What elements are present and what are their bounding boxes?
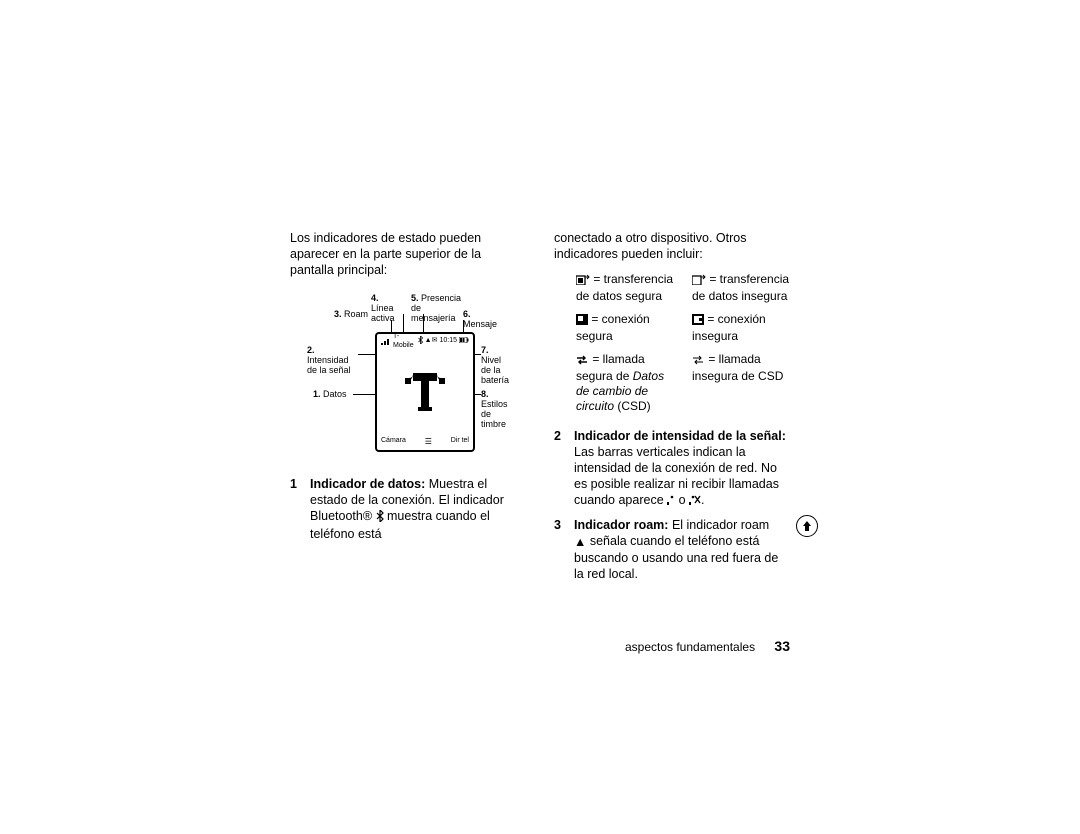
list-item-3: 3 Indicador roam: El indicador roam ▲ se…	[554, 517, 790, 582]
bluetooth-icon	[418, 336, 423, 348]
callout-3: 3. Roam	[334, 310, 368, 320]
softkey-center-icon: ☰	[425, 437, 432, 447]
callout-4: 4. Línea activa	[371, 294, 403, 324]
tmobile-logo-icon	[405, 369, 445, 417]
signal-no-bar-icon	[689, 493, 701, 509]
time-label: 10:15	[439, 337, 457, 346]
callout-5: 5. Presencia de mensajería	[411, 294, 465, 324]
list-item-2: 2 Indicador de intensidad de la señal: L…	[554, 428, 790, 509]
item3-text-b: señala cuando el teléfono está buscando …	[574, 534, 778, 581]
r1c2: = transferencia de datos insegura	[692, 272, 789, 303]
phone-diagram: 3. Roam 4. Línea activa 5. Presencia de …	[313, 292, 503, 460]
roam-triangle-icon: ▲	[574, 534, 586, 550]
feature-circle-icon	[796, 515, 818, 537]
page-footer: aspectos fundamentales 33	[625, 638, 790, 654]
secure-transfer-icon	[576, 274, 590, 289]
item1-title: Indicador de datos:	[310, 477, 425, 491]
right-column: conectado a otro dispositivo. Otros indi…	[554, 230, 790, 582]
r3c2: = llamada insegura de CSD	[692, 352, 783, 383]
item3-text-a: El indicador roam	[668, 518, 769, 532]
r1c1: = transferencia de datos segura	[576, 272, 673, 303]
callout-6: 6. Mensaje	[463, 310, 503, 330]
left-column: Los indicadores de estado pueden aparece…	[290, 230, 526, 582]
secure-connection-icon	[576, 314, 588, 329]
phone-screen: T-Mobile ▲ ✉ 10:15	[375, 332, 475, 452]
indicator-list-right: 2 Indicador de intensidad de la señal: L…	[554, 428, 790, 582]
table-row: = transferencia de datos segura = transf…	[576, 272, 790, 304]
callout-1: 1. Datos	[313, 390, 347, 400]
section-label: aspectos fundamentales	[625, 640, 755, 654]
manual-page: Los indicadores de estado pueden aparece…	[0, 0, 1080, 834]
table-row: = conexión segura = conexión insegura	[576, 312, 790, 344]
item3-title: Indicador roam:	[574, 518, 668, 532]
battery-icon	[459, 337, 469, 347]
phone-softkeys: Cámara ☰ Dir tel	[381, 437, 469, 447]
table-row: = llamada segura de Datos de cambio de c…	[576, 352, 790, 414]
r3c1-c: (CSD)	[614, 399, 651, 413]
bluetooth-icon	[376, 510, 384, 526]
indicator-list-left: 1 Indicador de datos: Muestra el estado …	[290, 476, 526, 542]
insecure-connection-icon	[692, 314, 704, 329]
two-column-layout: Los indicadores de estado pueden aparece…	[290, 230, 790, 582]
indicator-icon-table: = transferencia de datos segura = transf…	[576, 272, 790, 414]
insecure-transfer-icon	[692, 274, 706, 289]
page-number: 33	[774, 638, 790, 654]
softkey-right: Dir tel	[451, 437, 469, 447]
carrier-label: T-Mobile	[393, 333, 416, 351]
callout-8: 8. Estilos de timbre	[481, 390, 517, 430]
msg-status-icon: ✉	[432, 337, 438, 346]
item2-title: Indicador de intensidad de la señal:	[574, 429, 786, 443]
insecure-csd-icon	[692, 354, 705, 369]
intro-text: Los indicadores de estado pueden aparece…	[290, 230, 526, 278]
roam-tri-icon: ▲	[425, 337, 432, 346]
signal-bars-icon	[381, 338, 391, 345]
secure-csd-icon	[576, 354, 589, 369]
or-text: o	[675, 493, 689, 507]
phone-status-bar: T-Mobile ▲ ✉ 10:15	[381, 337, 469, 346]
softkey-left: Cámara	[381, 437, 406, 447]
callout-7: 7. Nivel de la batería	[481, 346, 511, 386]
signal-one-bar-icon	[667, 493, 675, 509]
list-item-1: 1 Indicador de datos: Muestra el estado …	[290, 476, 526, 542]
callout-2: 2. Intensidad de la señal	[307, 346, 357, 376]
continuation-text: conectado a otro dispositivo. Otros indi…	[554, 230, 790, 262]
